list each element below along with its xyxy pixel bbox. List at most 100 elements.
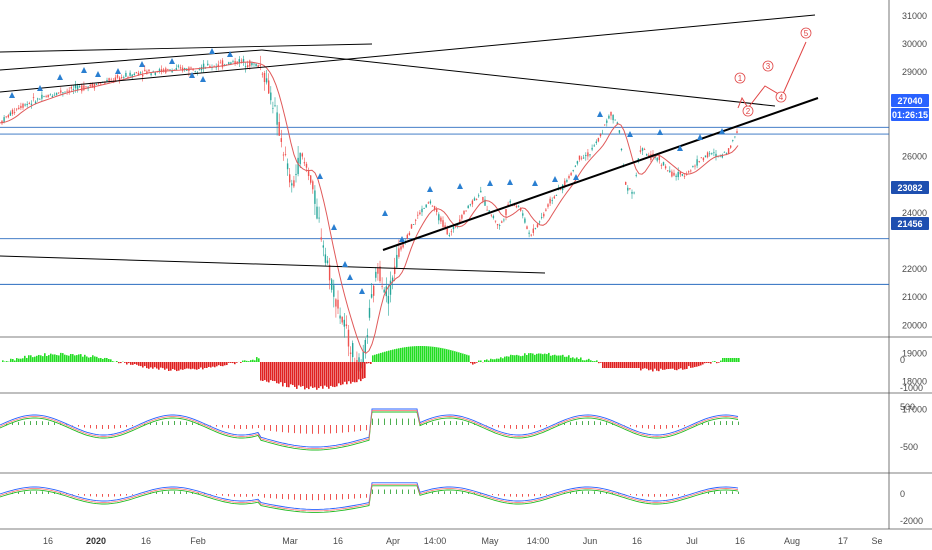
histogram-pane[interactable] bbox=[2, 346, 740, 390]
oscillator-bar bbox=[732, 421, 733, 425]
candle-body bbox=[679, 171, 681, 175]
moving-average-line[interactable] bbox=[0, 61, 739, 354]
histogram-bar bbox=[560, 355, 562, 362]
trendline[interactable] bbox=[0, 255, 546, 274]
candle-body bbox=[341, 316, 343, 323]
candle-body bbox=[662, 162, 665, 166]
candle-body bbox=[488, 210, 490, 212]
trendline[interactable] bbox=[0, 14, 816, 93]
candle-body bbox=[47, 94, 49, 98]
histogram-bar bbox=[292, 362, 294, 386]
histogram-bar bbox=[670, 362, 672, 369]
candle-body bbox=[278, 122, 280, 136]
histogram-bar bbox=[170, 362, 172, 371]
candle-body bbox=[391, 277, 394, 282]
histogram-bar bbox=[692, 362, 694, 368]
histogram-bar bbox=[374, 354, 376, 362]
oscillator-bar bbox=[354, 494, 355, 499]
histogram-bar bbox=[326, 362, 328, 387]
oscillator-bar bbox=[588, 421, 589, 425]
oscillator-pane-2[interactable] bbox=[0, 482, 739, 513]
histogram-bar bbox=[640, 362, 642, 371]
oscillator-bar bbox=[660, 494, 661, 497]
oscillator-bar bbox=[660, 425, 661, 429]
oscillator-bar bbox=[714, 491, 715, 494]
signal-triangle bbox=[200, 76, 206, 82]
candle-body bbox=[349, 352, 352, 354]
candle-body bbox=[116, 75, 119, 78]
histogram-bar bbox=[642, 362, 644, 369]
oscillator-bar bbox=[90, 494, 91, 497]
trendline[interactable] bbox=[0, 43, 373, 53]
histogram-bar bbox=[250, 360, 252, 362]
time-tick-label: 17 bbox=[838, 536, 848, 546]
histogram-bar bbox=[722, 358, 724, 362]
candle-body bbox=[110, 79, 112, 81]
candle-body bbox=[478, 195, 480, 197]
trendline[interactable] bbox=[261, 49, 776, 107]
histogram-bar bbox=[162, 362, 164, 369]
oscillator-bar bbox=[648, 494, 649, 497]
trendline[interactable] bbox=[382, 97, 819, 251]
candle-body bbox=[643, 149, 646, 151]
oscillator-bar bbox=[84, 425, 85, 428]
time-axis[interactable]: 16 2020 16 Feb Mar 16 Apr 14:00 May 14:00 Jun 16 Jul… bbox=[43, 536, 883, 546]
oscillator-bar bbox=[492, 494, 493, 496]
histogram-bar bbox=[418, 346, 420, 362]
oscillator-bar bbox=[222, 494, 223, 496]
histogram-bar bbox=[550, 355, 552, 362]
candle-body bbox=[681, 174, 684, 176]
oscillator-bar bbox=[426, 423, 427, 425]
oscillator-bar bbox=[720, 491, 721, 494]
oscillator-bar bbox=[258, 425, 259, 428]
oscillator-bar bbox=[108, 425, 109, 429]
candle-body bbox=[534, 228, 537, 230]
histogram-bar bbox=[698, 362, 700, 367]
candle-body bbox=[574, 165, 576, 167]
histogram-bar bbox=[410, 346, 412, 362]
oscillator-bar bbox=[156, 491, 157, 494]
candle-body bbox=[301, 153, 303, 157]
histogram-bar bbox=[174, 362, 176, 370]
price-badge-label: 27040 bbox=[897, 96, 922, 106]
oscillator-bar bbox=[234, 494, 235, 497]
oscillator-bar bbox=[402, 489, 403, 494]
candle-body bbox=[62, 92, 64, 94]
candle-body bbox=[255, 64, 257, 67]
price-pane[interactable]: 1 2 3 4 5 bbox=[0, 14, 889, 380]
oscillator-bar bbox=[468, 492, 469, 494]
trendline[interactable] bbox=[0, 49, 263, 71]
candle-body bbox=[461, 215, 463, 219]
oscillator-bar bbox=[612, 492, 613, 494]
oscillator-bar bbox=[594, 491, 595, 494]
oscillator-tick-label: -2000 bbox=[900, 516, 923, 526]
histogram-bar bbox=[78, 354, 80, 362]
histogram-bar bbox=[724, 358, 726, 362]
candle-body bbox=[725, 152, 728, 154]
oscillator-bar bbox=[726, 421, 727, 425]
histogram-bar bbox=[476, 362, 478, 363]
price-tick-label: 29000 bbox=[902, 67, 927, 77]
oscillator-bar bbox=[642, 494, 643, 497]
histogram-bar bbox=[354, 362, 356, 383]
histogram-tick-label: -1000 bbox=[900, 383, 923, 393]
histogram-bar bbox=[106, 357, 108, 362]
histogram-bar bbox=[734, 358, 736, 362]
histogram-bar bbox=[362, 362, 364, 379]
oscillator-bar bbox=[288, 425, 289, 433]
histogram-bar bbox=[142, 362, 144, 368]
signal-triangle bbox=[115, 68, 121, 74]
candle-body bbox=[60, 90, 62, 93]
oscillator-bar bbox=[678, 425, 679, 428]
wave-projection-line[interactable] bbox=[737, 41, 807, 109]
oscillator-bar bbox=[216, 494, 217, 496]
oscillator-bar bbox=[108, 494, 109, 497]
histogram-bar bbox=[442, 348, 444, 362]
candle-body bbox=[167, 69, 169, 70]
oscillator-pane-1[interactable] bbox=[0, 408, 739, 451]
histogram-bar bbox=[470, 362, 472, 364]
oscillator-bar bbox=[564, 423, 565, 425]
histogram-bar bbox=[126, 362, 128, 365]
oscillator-bar bbox=[228, 425, 229, 429]
